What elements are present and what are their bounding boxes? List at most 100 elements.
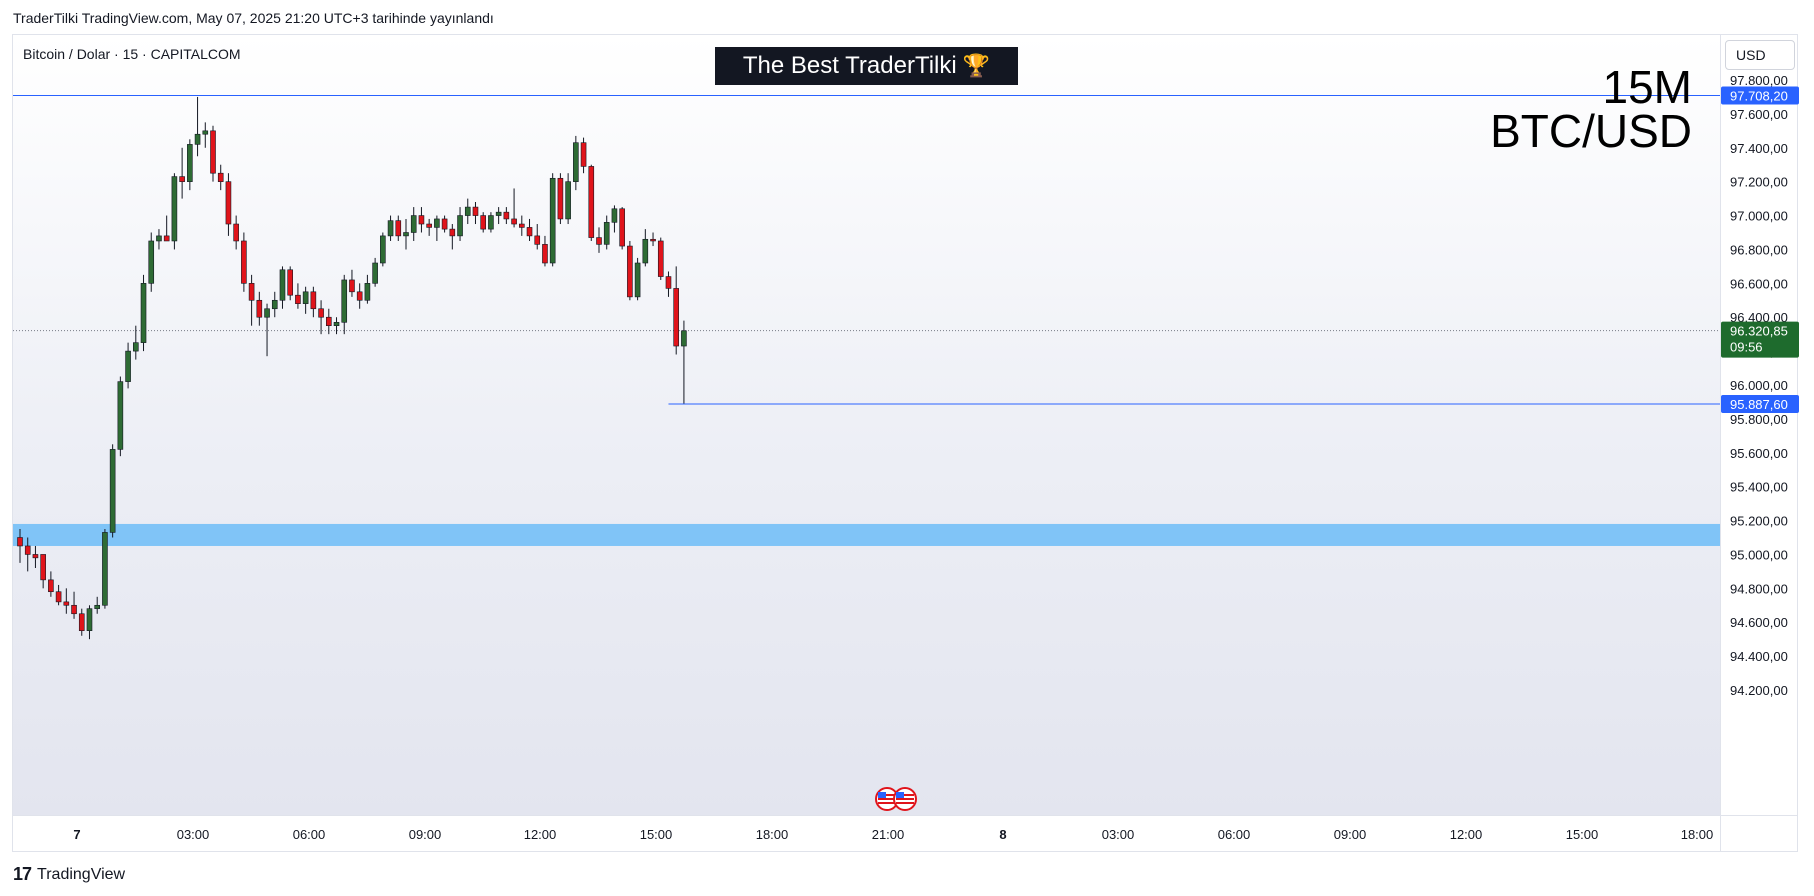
candle-body xyxy=(681,330,687,347)
candle-body xyxy=(71,604,77,615)
candle-body xyxy=(434,218,440,228)
candle-body xyxy=(187,144,193,182)
candle-body xyxy=(279,269,286,301)
candle-body xyxy=(364,283,371,301)
resistance-price-label: 97.708,20 xyxy=(1730,89,1788,104)
candle-body xyxy=(225,181,232,225)
candle-body xyxy=(349,279,355,293)
x-tick-label: 03:00 xyxy=(177,827,210,842)
candle-body xyxy=(650,238,656,242)
candle-body xyxy=(163,235,170,242)
candle-body xyxy=(78,613,85,631)
candle-body xyxy=(410,215,417,233)
y-tick-label: 96.800,00 xyxy=(1730,242,1788,257)
candle-body xyxy=(241,240,247,284)
timeframe-label: 15M xyxy=(1602,61,1692,113)
candle-body xyxy=(642,238,649,264)
y-tick-label: 94.600,00 xyxy=(1730,615,1788,630)
last-price-label: 96.320,85 xyxy=(1730,324,1788,339)
candle-body xyxy=(325,316,332,326)
y-tick-label: 95.800,00 xyxy=(1730,412,1788,427)
resistance-price-label-bg xyxy=(1721,86,1799,105)
y-tick-label: 97.800,00 xyxy=(1730,73,1788,88)
x-tick-label: 09:00 xyxy=(1334,827,1367,842)
candle-body xyxy=(86,608,93,631)
candle-body xyxy=(171,176,178,242)
candle-body xyxy=(264,308,270,318)
bar-countdown-label: 09:56 xyxy=(1730,340,1763,355)
support-zone xyxy=(13,523,1720,546)
candle-body xyxy=(125,350,131,382)
candle-body xyxy=(480,215,487,230)
candle-body xyxy=(611,208,618,223)
y-tick-label: 96.000,00 xyxy=(1730,378,1788,393)
y-tick-label: 97.200,00 xyxy=(1730,175,1788,190)
candle-body xyxy=(102,532,108,606)
candle-body xyxy=(403,232,409,237)
y-tick-label: 97.400,00 xyxy=(1730,141,1788,156)
candle-body xyxy=(387,220,394,237)
candle-body xyxy=(341,279,348,323)
candle-body xyxy=(63,601,70,606)
candle-body xyxy=(588,166,595,238)
tradingview-logo[interactable]: 17 TradingView xyxy=(13,864,125,885)
candle-body xyxy=(55,591,62,603)
candle-body xyxy=(665,276,672,289)
candle-body xyxy=(464,206,471,216)
price-axis-divider xyxy=(1720,35,1721,851)
plot-area[interactable] xyxy=(13,35,1720,815)
x-tick-label: 18:00 xyxy=(756,827,789,842)
candle-body xyxy=(619,208,625,247)
y-tick-label: 96.400,00 xyxy=(1730,310,1788,325)
x-tick-label: 15:00 xyxy=(1566,827,1599,842)
candle-body xyxy=(380,235,386,264)
candle-body xyxy=(233,223,239,242)
candle-body xyxy=(518,223,525,228)
x-tick-label: 18:00 xyxy=(1681,827,1714,842)
candle-body xyxy=(295,294,301,304)
y-tick-label: 97.000,00 xyxy=(1730,209,1788,224)
y-tick-label: 95.600,00 xyxy=(1730,446,1788,461)
banner-text: The Best TraderTilki xyxy=(742,52,957,79)
support-price-label-bg xyxy=(1721,395,1799,414)
x-tick-label: 15:00 xyxy=(640,827,673,842)
candle-body xyxy=(673,288,680,347)
candle-body xyxy=(133,342,139,352)
y-tick-label: 94.400,00 xyxy=(1730,649,1788,664)
candle-body xyxy=(395,220,402,237)
candle-body xyxy=(580,142,587,167)
candle-body xyxy=(472,206,479,216)
candle-body xyxy=(287,269,294,296)
candle-body xyxy=(310,291,317,310)
candle-body xyxy=(109,449,116,533)
x-tick-label: 06:00 xyxy=(293,827,326,842)
candle-body xyxy=(511,218,517,225)
candle-body xyxy=(32,554,39,559)
candle-body xyxy=(426,223,432,228)
candle-body xyxy=(488,215,494,230)
candle-body xyxy=(40,554,46,581)
candle-body xyxy=(94,604,100,609)
y-tick-label: 95.000,00 xyxy=(1730,547,1788,562)
candle-body xyxy=(48,579,54,593)
candle-body xyxy=(449,228,456,237)
candle-body xyxy=(17,537,23,547)
symbol-title[interactable]: Bitcoin / Dolar · 15 · CAPITALCOM xyxy=(23,46,241,62)
candle-body xyxy=(503,211,510,220)
y-tick-label: 94.200,00 xyxy=(1730,683,1788,698)
candle-body xyxy=(248,283,255,301)
candle-body xyxy=(148,240,155,284)
candle-body xyxy=(573,142,579,182)
candle-body xyxy=(627,245,633,298)
candle-body xyxy=(156,235,162,242)
x-tick-label: 03:00 xyxy=(1102,827,1135,842)
candle-body xyxy=(557,177,564,220)
candle-body xyxy=(441,218,448,230)
economic-events-flag-icon[interactable] xyxy=(873,786,919,812)
currency-button[interactable]: USD xyxy=(1725,40,1795,70)
candle-body xyxy=(565,181,571,220)
x-tick-label: 06:00 xyxy=(1218,827,1251,842)
x-tick-label: 12:00 xyxy=(1450,827,1483,842)
candle-body xyxy=(549,177,556,264)
